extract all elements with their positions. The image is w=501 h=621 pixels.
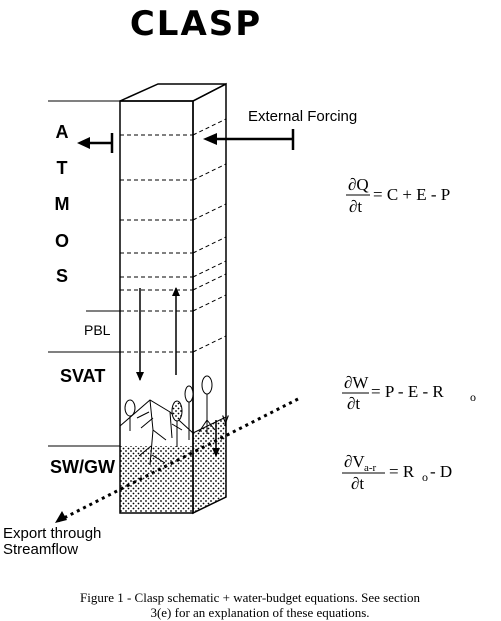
eq2-rhs-subscript: o bbox=[470, 390, 476, 404]
atmosphere-layer-lines bbox=[120, 118, 227, 353]
svat-label: SVAT bbox=[60, 366, 105, 386]
pbl-label: PBL bbox=[84, 322, 111, 338]
caption-line2: 3(e) for an explanation of these equatio… bbox=[150, 605, 369, 620]
streamflow-export-arrowhead bbox=[55, 511, 67, 523]
layer-divider-lines bbox=[48, 100, 120, 447]
vegetation-icons bbox=[124, 375, 216, 447]
eq3-denominator: ∂t bbox=[351, 474, 364, 493]
soil-front bbox=[120, 446, 193, 513]
eq1-numerator: ∂Q bbox=[348, 175, 369, 194]
swgw-label: SW/GW bbox=[50, 457, 115, 477]
atmos-letter: A bbox=[56, 122, 69, 142]
equation-atmosphere: ∂Q ∂t = C + E - P bbox=[346, 175, 450, 216]
eq3-rhs: = R bbox=[389, 462, 415, 481]
column-side-face bbox=[192, 82, 227, 515]
eq2-rhs: = P - E - R bbox=[371, 382, 444, 401]
external-forcing-label: External Forcing bbox=[248, 108, 357, 125]
eq1-denominator: ∂t bbox=[349, 197, 362, 216]
external-forcing-arrow bbox=[215, 129, 295, 150]
atmos-letter: T bbox=[57, 158, 68, 178]
eq2-numerator: ∂W bbox=[344, 373, 369, 392]
export-label-line1: Export through bbox=[3, 525, 101, 542]
eq3-numerator: ∂V bbox=[344, 452, 365, 471]
equation-swgw: ∂V a-r ∂t = R o - D bbox=[342, 452, 452, 493]
vertical-flux-arrows bbox=[136, 287, 220, 457]
eq3-rhs-tail: - D bbox=[430, 462, 452, 481]
streamflow-export-arrow bbox=[55, 397, 299, 524]
eq1-rhs: = C + E - P bbox=[373, 185, 450, 204]
eq2-denominator: ∂t bbox=[347, 394, 360, 413]
equation-svat: ∂W ∂t = P - E - R o bbox=[342, 373, 476, 413]
figure-title: CLASP bbox=[130, 4, 262, 44]
atmos-letter: O bbox=[55, 231, 69, 251]
caption-line1: Figure 1 - Clasp schematic + water-budge… bbox=[80, 590, 420, 605]
eq3-rhs-subscript: o bbox=[422, 470, 428, 484]
atmosphere-outflow-arrowhead bbox=[77, 137, 90, 149]
eq3-numerator-subscript: a-r bbox=[364, 462, 377, 474]
atmosphere-outflow-arrow bbox=[86, 133, 114, 153]
gamma-symbol: γ bbox=[222, 410, 229, 426]
external-forcing-arrowhead bbox=[203, 133, 217, 145]
atmos-letter: M bbox=[55, 194, 70, 214]
soil-side bbox=[193, 417, 226, 513]
atmos-label: A T M O S bbox=[55, 122, 70, 286]
export-label-line2: Streamflow bbox=[3, 541, 78, 558]
atmos-letter: S bbox=[56, 266, 68, 286]
